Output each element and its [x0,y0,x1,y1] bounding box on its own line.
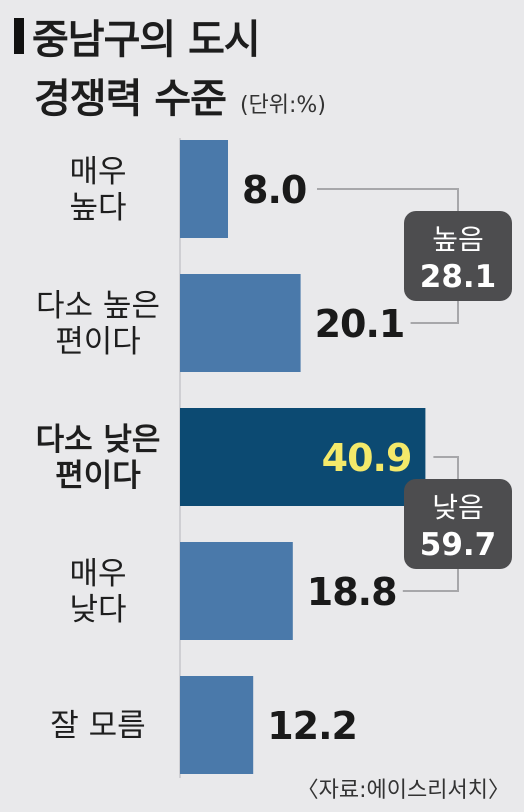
value-label-0: 8.0 [242,168,306,212]
title-block: 중남구의 도시 경쟁력 수준 (단위:%) [10,8,510,124]
category-label-4-0: 잘 모름 [50,708,145,744]
value-label-3: 18.8 [307,570,397,614]
category-label-2-1: 편이다 [55,458,141,494]
category-label-3-0: 매우 [69,556,126,592]
source-label: 〈자료:에이스리서치〉 [296,778,510,803]
bar-3 [180,542,293,640]
title-marker [14,18,24,54]
bar-4 [180,676,254,774]
group-label-1: 낮음 [432,491,484,524]
unit-label: (단위:%) [239,93,326,118]
value-label-4: 12.2 [267,704,357,748]
chart-title: 중남구의 도시 [32,17,261,63]
bar-0 [180,140,228,238]
bar-1 [180,274,301,372]
group-label-0: 높음 [432,223,484,256]
category-label-3-1: 낮다 [69,592,126,628]
category-label-1-0: 다소 높은 [36,288,160,324]
category-label-0-0: 매우 [69,154,126,190]
value-label-1: 20.1 [315,302,405,346]
group-value-1: 59.7 [420,527,497,563]
value-label-2: 40.9 [322,436,412,480]
chart-title-2: 경쟁력 수준 [34,76,227,122]
group-box-0 [404,211,512,301]
category-label-2-0: 다소 낮은 [36,422,161,458]
group-box-1 [404,479,512,569]
title-line-2: 경쟁력 수준 (단위:%) [10,66,510,124]
group-value-0: 28.1 [420,259,497,295]
category-label-1-1: 편이다 [55,324,141,360]
category-label-0-1: 높다 [69,190,126,226]
title-line-1: 중남구의 도시 [10,8,510,64]
bar-2 [180,408,426,506]
